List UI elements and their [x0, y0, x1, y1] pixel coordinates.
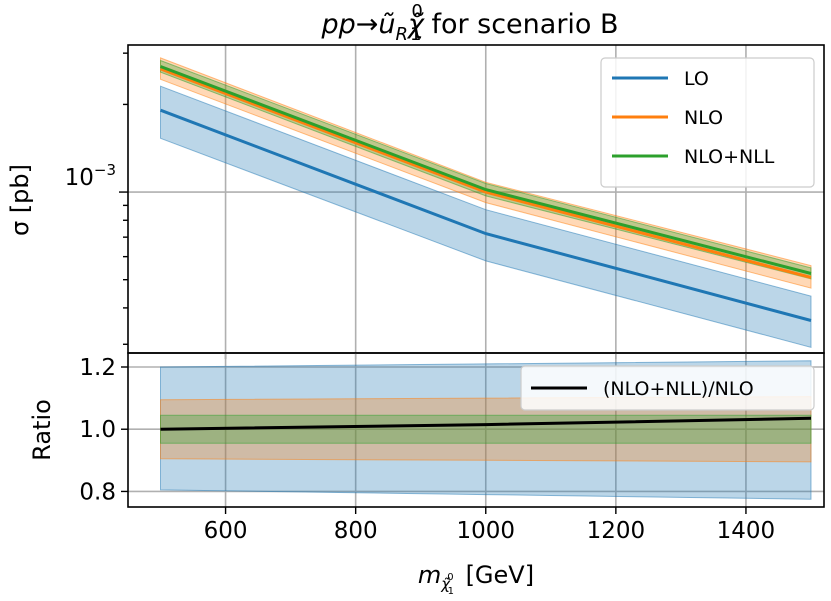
line-lo — [159, 108, 812, 322]
top-ylabel: σ [pb] — [6, 164, 34, 236]
bottom-ytick-label: 1.2 — [79, 355, 116, 381]
legend-label-nlo: NLO — [684, 107, 723, 129]
bottom-ytick-label: 0.8 — [79, 479, 116, 505]
xtick-label: 600 — [204, 518, 248, 544]
xtick-label: 800 — [334, 518, 378, 544]
bottom-legend-frame — [520, 365, 815, 411]
bottom-ylabel: Ratio — [28, 399, 56, 461]
chart-title: pp→ũRχ̃10 for scenario B — [320, 1, 618, 45]
xtick-label: 1400 — [717, 518, 776, 544]
legend-label-lo: LO — [684, 68, 709, 90]
line-nlo — [159, 67, 812, 279]
line-nlo-nll — [159, 65, 812, 275]
x-axis-label: mχ̃0 1 [GeV] — [418, 561, 534, 597]
bottom-ytick-label: 1.0 — [79, 417, 116, 443]
top-legend: LO NLO NLO+NLL — [600, 57, 815, 188]
ratio-band-nlo — [160, 396, 812, 463]
xtick-label: 1000 — [456, 518, 515, 544]
bottom-frame — [127, 352, 825, 508]
bottom-panel: 0.8 1.0 1.2 600 800 1000 1200 1400 (NLO+NLL)/NLO — [79, 352, 825, 544]
legend-label-ratio: (NLO+NLL)/NLO — [603, 378, 754, 400]
xtick-label: 1200 — [587, 518, 646, 544]
band-lo — [160, 85, 812, 348]
bottom-legend: (NLO+NLL)/NLO — [520, 365, 815, 411]
ratio-line — [160, 416, 812, 431]
top-panel: LO NLO NLO+NLL — [119, 44, 825, 359]
ytick-label-1e-3: 10−3 — [65, 161, 116, 191]
legend-label-nlo-nll: NLO+NLL — [684, 146, 775, 168]
